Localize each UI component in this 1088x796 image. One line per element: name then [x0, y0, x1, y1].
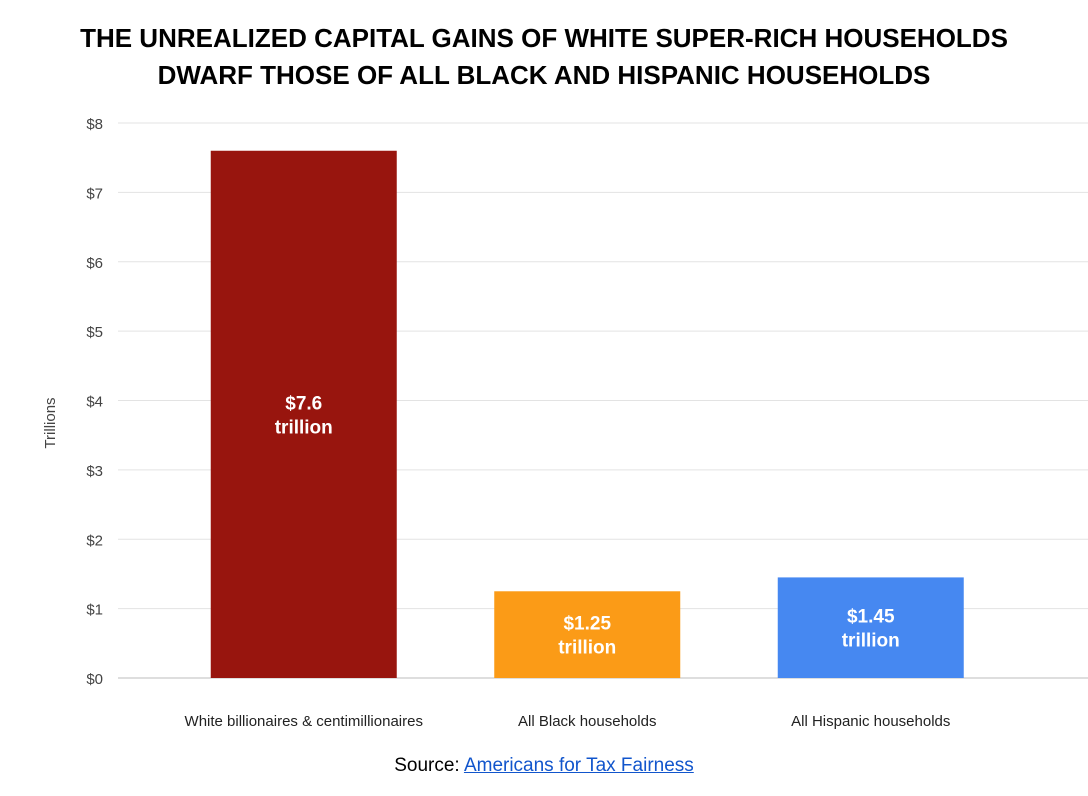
bars: $7.6 trillion $1.25 trillion $1.45 trillion [210, 150, 964, 678]
y-tick-label: $3 [86, 463, 103, 480]
y-tick-label: $2 [86, 532, 103, 549]
source-link[interactable]: Americans for Tax Fairness [463, 755, 694, 776]
bar-data-label: $1.45 [847, 607, 895, 628]
source-label: Source: [394, 755, 460, 776]
x-axis-ticks: White billionaires & centimillionaires Al… [185, 713, 951, 730]
bar [210, 150, 397, 678]
bar [494, 591, 681, 678]
bar-data-label: $1.25 [563, 614, 611, 635]
bar-data-label: trillion [558, 638, 616, 659]
y-tick-label: $4 [86, 394, 103, 411]
y-tick-label: $1 [86, 602, 103, 619]
x-tick-label: White billionaires & centimillionaires [185, 713, 423, 730]
chart-title-line-2: DWARF THOSE OF ALL BLACK AND HISPANIC HO… [157, 60, 931, 90]
bar [777, 577, 964, 678]
y-tick-label: $8 [86, 116, 103, 133]
chart-title-line-1: THE UNREALIZED CAPITAL GAINS OF WHITE SU… [80, 23, 1008, 53]
x-tick-label: All Hispanic households [791, 713, 950, 730]
bar-data-label: $7.6 [285, 393, 322, 414]
y-axis-label: Trillions [42, 397, 59, 448]
y-axis-ticks: $0 $1 $2 $3 $4 $5 $6 $7 $8 [86, 116, 103, 688]
y-tick-label: $5 [86, 324, 103, 341]
chart-title: THE UNREALIZED CAPITAL GAINS OF WHITE SU… [0, 20, 1088, 94]
x-tick-label: All Black households [518, 713, 656, 730]
y-tick-label: $0 [86, 671, 103, 688]
y-tick-label: $6 [86, 255, 103, 272]
bar-data-label: trillion [842, 631, 900, 652]
y-tick-label: $7 [86, 185, 103, 202]
source-note: Source: Americans for Tax Fairness [0, 755, 1088, 777]
bar-data-label: trillion [275, 417, 333, 438]
